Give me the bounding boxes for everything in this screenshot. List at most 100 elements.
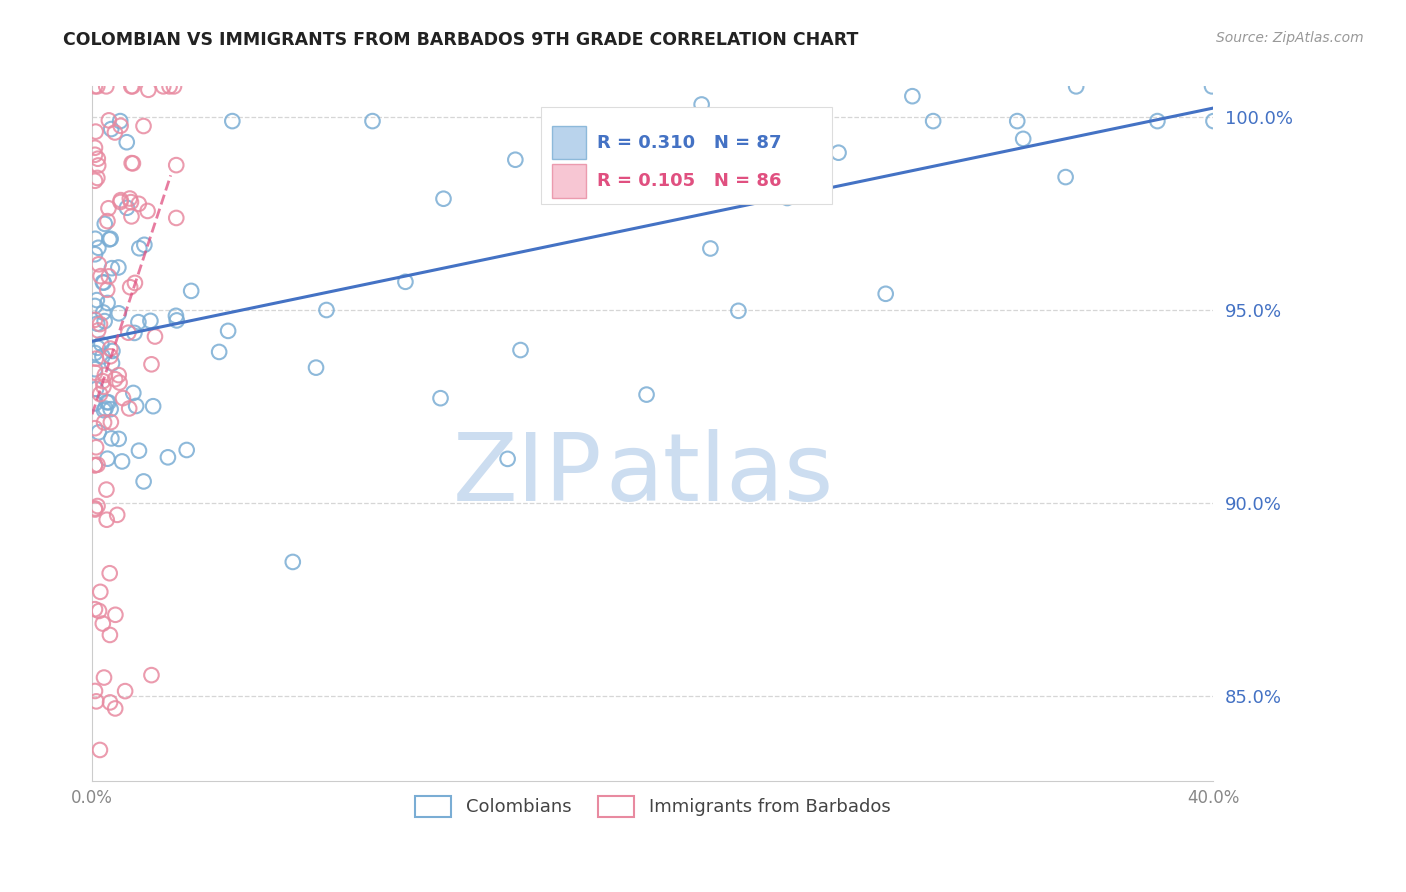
Point (86, 293, 108, 307)
Point (96, 513, 118, 527)
Point (89, 317, 111, 331)
Point (84, 346, 107, 360)
Point (636, 387, 658, 401)
Point (93, 314, 115, 328)
Point (432, 192, 454, 206)
Point (98, 349, 121, 363)
Bar (553, 126, 585, 160)
Point (165, 309, 187, 323)
Point (111, 454, 134, 468)
Point (84, 232, 107, 246)
Point (132, 475, 155, 489)
Point (217, 324, 239, 338)
Point (1012, 132, 1035, 146)
Point (118, 401, 141, 416)
Point (87, 241, 110, 255)
Point (361, 114, 384, 128)
Point (159, 79, 181, 94)
Point (127, 315, 149, 329)
Point (101, 261, 124, 276)
Point (104, 701, 127, 715)
Point (98, 566, 121, 581)
Text: atlas: atlas (606, 429, 834, 521)
Point (91, 374, 114, 388)
Point (96, 451, 118, 466)
Point (87, 425, 110, 440)
Point (115, 201, 138, 215)
Point (120, 79, 142, 94)
Point (108, 376, 131, 390)
Point (84, 174, 107, 188)
Point (93, 671, 115, 685)
Point (114, 684, 136, 698)
Point (120, 280, 142, 294)
Point (84, 312, 107, 326)
Point (86, 170, 108, 185)
Point (128, 196, 150, 211)
Point (166, 313, 188, 327)
Point (100, 402, 122, 417)
Point (281, 555, 304, 569)
Point (91, 276, 114, 290)
Point (176, 442, 198, 457)
Point (84, 351, 107, 366)
Point (429, 391, 451, 405)
Point (143, 329, 166, 343)
Point (107, 368, 129, 383)
Point (124, 276, 146, 290)
Point (90, 337, 112, 351)
Point (104, 126, 127, 140)
Point (93, 416, 115, 430)
Legend: Colombians, Immigrants from Barbados: Colombians, Immigrants from Barbados (408, 789, 898, 824)
Point (96, 283, 118, 297)
Point (89, 387, 111, 401)
Point (84, 396, 107, 410)
Point (104, 607, 127, 622)
Point (108, 114, 131, 128)
Point (101, 343, 124, 358)
Point (105, 508, 128, 522)
Point (699, 242, 721, 256)
Point (94, 368, 117, 382)
Point (90, 269, 112, 284)
Point (84, 501, 107, 516)
Point (87, 323, 110, 337)
Point (782, 114, 804, 128)
Point (98, 232, 121, 246)
Point (87, 257, 110, 271)
Point (93, 379, 115, 393)
Point (89, 585, 111, 599)
Point (100, 122, 122, 136)
Point (208, 345, 231, 359)
Point (84, 79, 107, 94)
Point (84, 502, 107, 516)
Point (122, 386, 145, 401)
Point (136, 203, 159, 218)
Point (121, 210, 143, 224)
Point (1007, 114, 1029, 128)
Point (96, 79, 118, 94)
Point (94, 401, 117, 416)
Point (165, 158, 187, 172)
Point (86, 317, 108, 331)
Point (315, 303, 337, 318)
Point (87, 341, 110, 355)
Point (101, 356, 124, 370)
Point (100, 431, 122, 445)
Point (901, 89, 924, 103)
Point (180, 284, 202, 298)
Point (1146, 114, 1168, 128)
Point (84, 299, 107, 313)
Point (96, 483, 118, 497)
Point (84, 684, 107, 698)
Point (128, 241, 150, 255)
Point (394, 275, 416, 289)
Point (100, 415, 122, 429)
Point (84, 458, 107, 473)
Point (117, 326, 139, 340)
Point (1202, 114, 1225, 128)
Point (84, 362, 107, 376)
Point (96, 395, 118, 409)
Point (84, 440, 107, 454)
Point (138, 83, 160, 97)
